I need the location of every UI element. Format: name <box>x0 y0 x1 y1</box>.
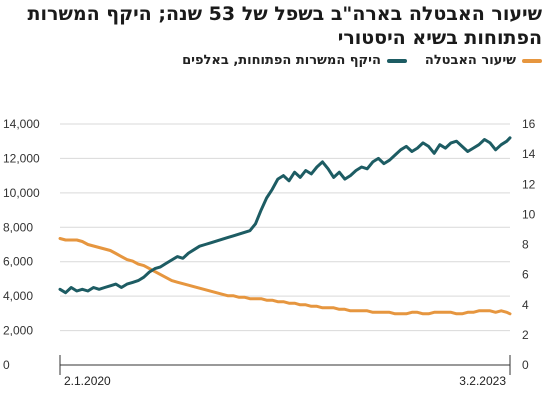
right-tick-label: 16 <box>522 117 536 131</box>
left-tick-label: 14,000 <box>3 117 40 131</box>
chart-title: שיעור האבטלה בארה"ב בשפל של 53 שנה; היקף… <box>27 3 542 49</box>
legend-label-unemployment: שיעור האבטלה <box>424 53 516 68</box>
legend-item-unemployment: שיעור האבטלה <box>425 53 542 68</box>
x-axis: 2.1.2020 3.2.2023 <box>59 355 511 388</box>
series-line-unemployment <box>58 237 512 316</box>
x-end-label: 3.2.2023 <box>459 374 506 388</box>
right-tick-label: 4 <box>522 298 529 312</box>
right-tick-label: 2 <box>522 328 529 342</box>
right-tick-label: 6 <box>522 268 529 282</box>
left-tick-label: 0 <box>3 358 10 372</box>
right-tick-label: 0 <box>522 358 529 372</box>
left-tick-label: 4,000 <box>3 289 33 303</box>
left-tick-label: 12,000 <box>3 151 40 165</box>
right-tick-label: 12 <box>522 177 536 191</box>
chart-legend: שיעור האבטלה היקף המשרות הפתוחות, באלפים <box>182 53 542 68</box>
left-tick-label: 6,000 <box>3 255 33 269</box>
series-layer <box>58 136 512 316</box>
gridlines <box>60 123 510 332</box>
legend-item-openings: היקף המשרות הפתוחות, באלפים <box>182 53 407 68</box>
left-tick-label: 8,000 <box>3 220 33 234</box>
right-tick-label: 10 <box>522 207 536 221</box>
legend-label-openings: היקף המשרות הפתוחות, באלפים <box>182 53 381 68</box>
legend-swatch-openings <box>386 58 407 63</box>
left-tick-label: 10,000 <box>3 186 40 200</box>
series-line-openings <box>58 136 512 295</box>
right-axis-ticks: 0 2 4 6 8 10 12 14 16 <box>522 117 536 372</box>
right-tick-label: 8 <box>522 238 529 252</box>
x-start-label: 2.1.2020 <box>64 374 111 388</box>
left-tick-label: 2,000 <box>3 324 33 338</box>
left-axis-ticks: 0 2,000 4,000 6,000 8,000 10,000 12,000 14,000 <box>3 117 40 372</box>
legend-swatch-unemployment <box>522 58 542 63</box>
right-tick-label: 14 <box>522 147 536 161</box>
